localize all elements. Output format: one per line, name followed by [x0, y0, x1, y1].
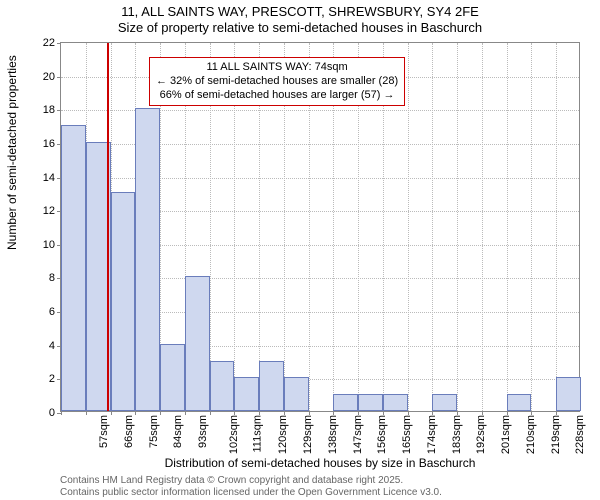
- ytick-mark: [57, 43, 61, 44]
- xtick-label: 66sqm: [123, 415, 135, 448]
- ytick-label: 18: [43, 104, 55, 116]
- xtick-mark: [408, 411, 409, 415]
- xtick-label: 174sqm: [426, 415, 438, 454]
- xtick-mark: [259, 411, 260, 415]
- histogram-bar: [507, 394, 532, 411]
- histogram-bar: [61, 125, 86, 411]
- xtick-mark: [358, 411, 359, 415]
- y-axis-label: Number of semi-detached properties: [5, 55, 19, 250]
- gridline-v: [432, 43, 433, 411]
- xtick-mark: [333, 411, 334, 415]
- xtick-label: 111sqm: [251, 415, 263, 453]
- ytick-label: 6: [49, 306, 55, 318]
- xtick-label: 84sqm: [172, 415, 184, 448]
- annotation-box: 11 ALL SAINTS WAY: 74sqm← 32% of semi-de…: [149, 57, 405, 106]
- xtick-mark: [432, 411, 433, 415]
- xtick-label: 120sqm: [277, 415, 289, 454]
- gridline-v: [482, 43, 483, 411]
- histogram-bar: [111, 192, 136, 411]
- xtick-mark: [457, 411, 458, 415]
- xtick-label: 93sqm: [197, 415, 209, 448]
- xtick-label: 201sqm: [500, 415, 512, 454]
- annotation-line: ← 32% of semi-detached houses are smalle…: [156, 75, 398, 89]
- xtick-mark: [185, 411, 186, 415]
- xtick-mark: [284, 411, 285, 415]
- annotation-line: 66% of semi-detached houses are larger (…: [156, 89, 398, 103]
- xtick-label: 147sqm: [352, 415, 364, 454]
- xtick-mark: [309, 411, 310, 415]
- histogram-bar: [556, 377, 581, 411]
- xtick-label: 192sqm: [476, 415, 488, 454]
- ytick-label: 0: [49, 407, 55, 419]
- annotation-line: 11 ALL SAINTS WAY: 74sqm: [156, 61, 398, 75]
- ytick-label: 4: [49, 340, 55, 352]
- xtick-label: 183sqm: [451, 415, 463, 454]
- histogram-bar: [284, 377, 309, 411]
- xtick-label: 129sqm: [302, 415, 314, 454]
- ytick-label: 20: [43, 71, 55, 83]
- footer-line2: Contains public sector information licen…: [60, 487, 580, 498]
- xtick-mark: [507, 411, 508, 415]
- xtick-mark: [482, 411, 483, 415]
- property-marker-line: [107, 43, 109, 411]
- xtick-mark: [234, 411, 235, 415]
- x-axis-label: Distribution of semi-detached houses by …: [60, 456, 580, 470]
- xtick-mark: [111, 411, 112, 415]
- xtick-label: 228sqm: [575, 415, 587, 454]
- xtick-mark: [531, 411, 532, 415]
- xtick-mark: [135, 411, 136, 415]
- plot-area: 024681012141618202257sqm66sqm75sqm84sqm9…: [60, 42, 580, 412]
- histogram-bar: [210, 361, 235, 411]
- xtick-label: 57sqm: [98, 415, 110, 448]
- histogram-bar: [259, 361, 284, 411]
- xtick-mark: [160, 411, 161, 415]
- histogram-bar: [160, 344, 185, 411]
- ytick-label: 2: [49, 373, 55, 385]
- histogram-bar: [432, 394, 457, 411]
- histogram-bar: [358, 394, 383, 411]
- histogram-bar: [333, 394, 358, 411]
- gridline-v: [507, 43, 508, 411]
- xtick-mark: [61, 411, 62, 415]
- gridline-v: [556, 43, 557, 411]
- xtick-mark: [86, 411, 87, 415]
- xtick-label: 219sqm: [550, 415, 562, 454]
- chart-title-line1: 11, ALL SAINTS WAY, PRESCOTT, SHREWSBURY…: [0, 4, 600, 19]
- xtick-label: 165sqm: [401, 415, 413, 454]
- histogram-bar: [383, 394, 408, 411]
- ytick-label: 16: [43, 138, 55, 150]
- histogram-bar: [234, 377, 259, 411]
- gridline-v: [408, 43, 409, 411]
- xtick-label: 138sqm: [327, 415, 339, 454]
- xtick-label: 102sqm: [228, 415, 240, 454]
- ytick-label: 8: [49, 272, 55, 284]
- ytick-label: 14: [43, 172, 55, 184]
- ytick-label: 22: [43, 37, 55, 49]
- xtick-mark: [383, 411, 384, 415]
- xtick-mark: [556, 411, 557, 415]
- ytick-label: 12: [43, 205, 55, 217]
- chart-title-line2: Size of property relative to semi-detach…: [0, 20, 600, 35]
- gridline-v: [531, 43, 532, 411]
- chart-container: 11, ALL SAINTS WAY, PRESCOTT, SHREWSBURY…: [0, 0, 600, 500]
- gridline-v: [457, 43, 458, 411]
- histogram-bar: [135, 108, 160, 411]
- ytick-mark: [57, 77, 61, 78]
- footer-line1: Contains HM Land Registry data © Crown c…: [60, 475, 580, 486]
- xtick-label: 156sqm: [377, 415, 389, 454]
- ytick-label: 10: [43, 239, 55, 251]
- xtick-label: 75sqm: [148, 415, 160, 448]
- xtick-mark: [210, 411, 211, 415]
- ytick-mark: [57, 110, 61, 111]
- histogram-bar: [185, 276, 210, 411]
- xtick-label: 210sqm: [525, 415, 537, 454]
